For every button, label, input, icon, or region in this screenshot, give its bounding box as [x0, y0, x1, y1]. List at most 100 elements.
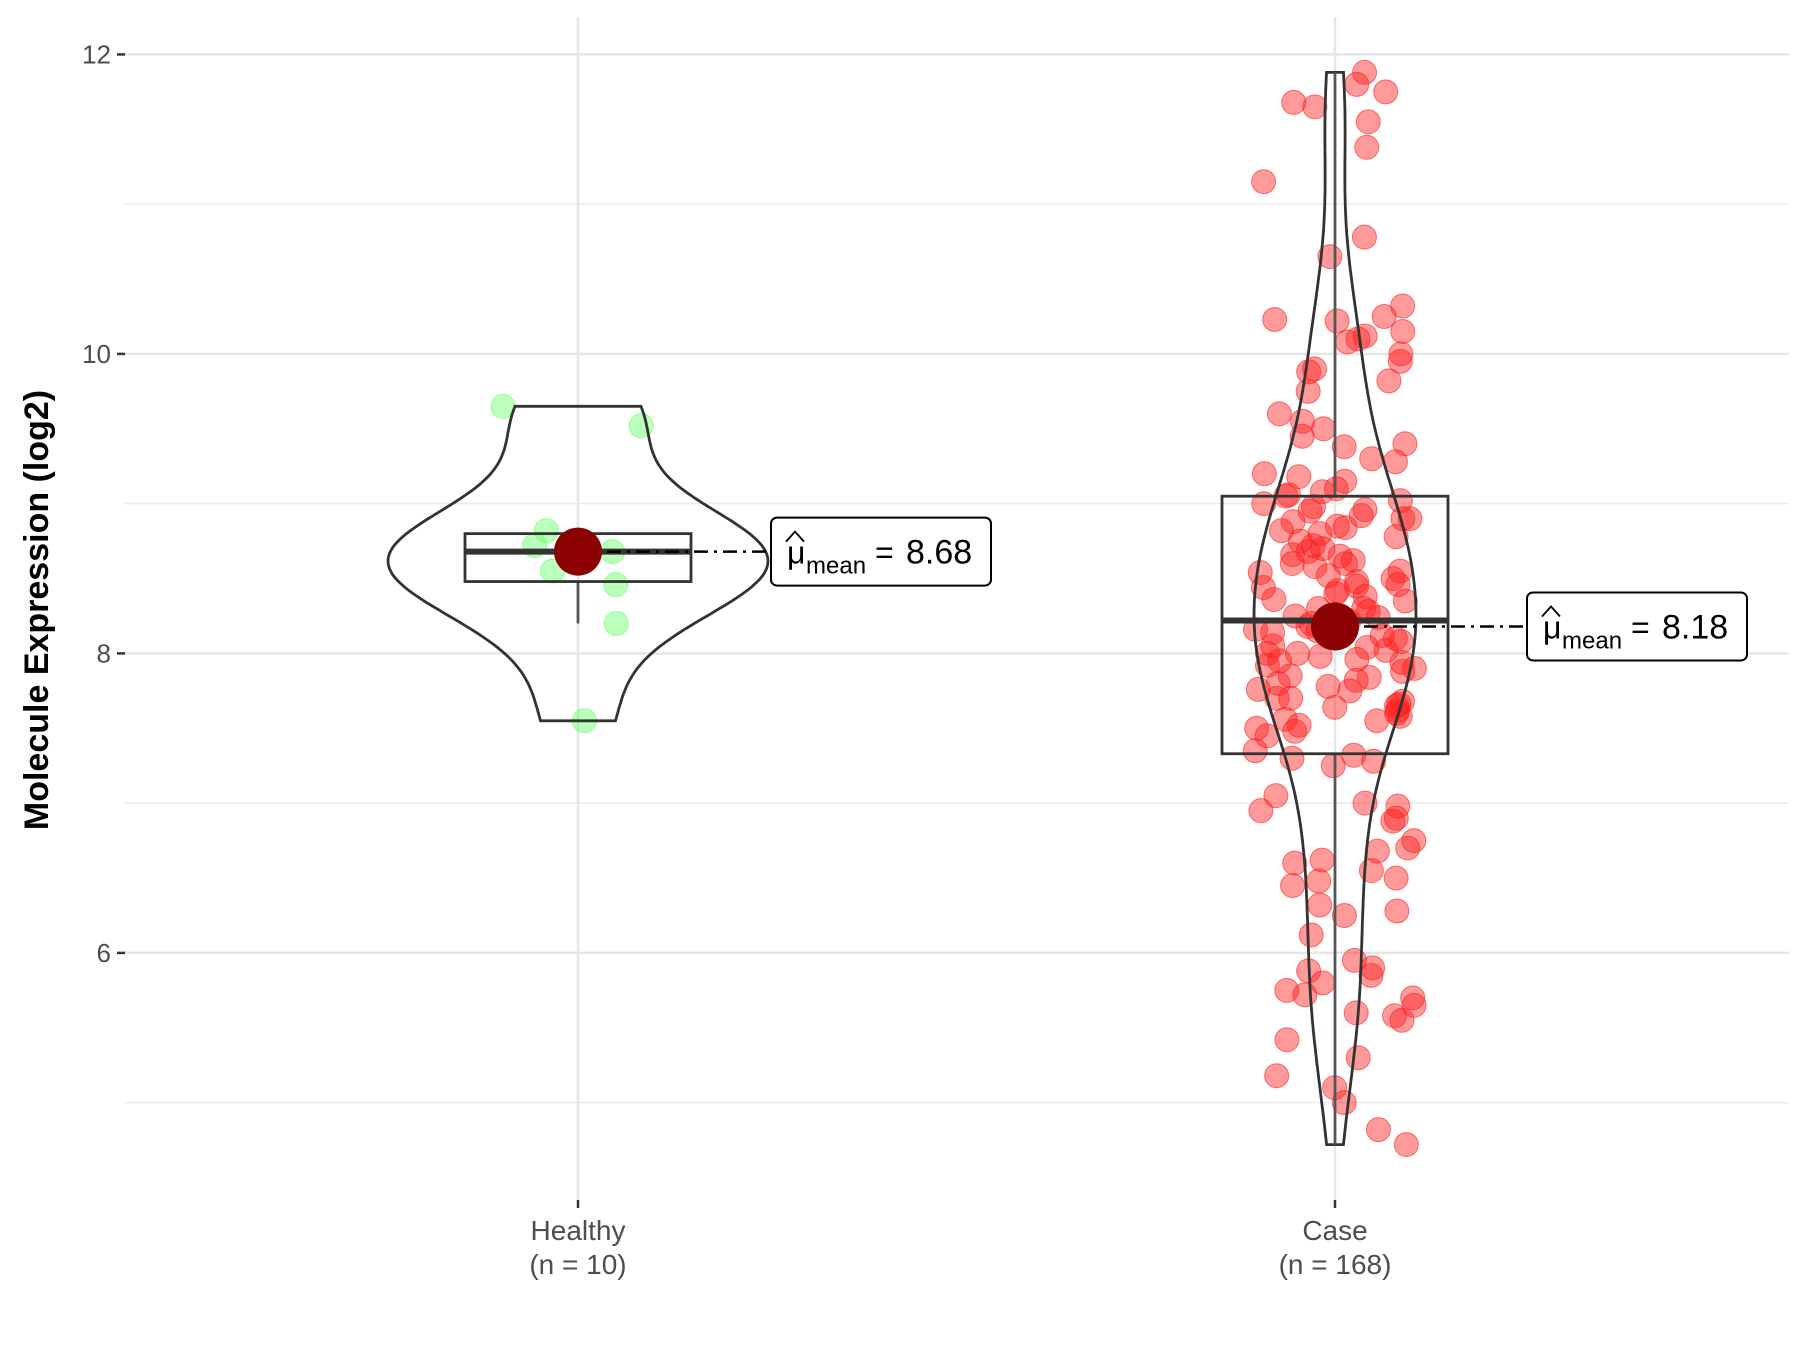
data-point	[1397, 506, 1423, 532]
data-point	[1364, 708, 1390, 734]
data-point	[1289, 423, 1315, 449]
data-point	[1351, 224, 1377, 250]
data-point	[1389, 649, 1415, 675]
mean-point	[554, 527, 602, 576]
y-axis-title: Molecule Expression (log2)	[18, 390, 56, 830]
mean-hat	[785, 530, 805, 543]
data-point	[1278, 685, 1304, 711]
data-point	[1389, 1007, 1415, 1033]
data-point	[1244, 715, 1270, 741]
data-point	[1388, 628, 1414, 654]
data-point	[1385, 572, 1411, 598]
data-point	[1380, 808, 1406, 834]
data-point	[1337, 678, 1363, 704]
data-point	[1300, 494, 1326, 520]
mean-hat	[1541, 605, 1561, 618]
data-point	[1260, 619, 1286, 645]
data-point	[1355, 109, 1381, 135]
x-tick-sublabel: (n = 10)	[529, 1249, 626, 1280]
data-point	[1327, 543, 1353, 569]
data-point	[1307, 892, 1333, 918]
data-point	[1334, 329, 1360, 355]
data-point	[1279, 551, 1305, 577]
x-tick-label: Healthy	[531, 1215, 626, 1246]
data-point	[1393, 1132, 1419, 1158]
data-point	[1395, 835, 1421, 861]
data-point	[1352, 497, 1378, 523]
mean-equals: =	[875, 535, 894, 571]
data-point	[1388, 341, 1414, 367]
data-point	[1309, 847, 1335, 873]
mean-symbol: μ	[787, 535, 805, 571]
data-point	[1354, 634, 1380, 660]
data-point	[1307, 521, 1333, 547]
data-point	[1352, 59, 1378, 85]
mean-equals: =	[1631, 609, 1650, 645]
data-point	[1251, 491, 1277, 517]
data-point	[1332, 551, 1358, 577]
y-tick-label: 10	[82, 339, 111, 369]
data-point	[1356, 664, 1382, 690]
data-point	[1324, 308, 1350, 334]
data-point	[1365, 1117, 1391, 1143]
data-point	[1248, 798, 1274, 824]
mean-label-box	[1526, 591, 1748, 662]
data-point	[1371, 303, 1397, 329]
data-point	[1287, 528, 1313, 554]
data-point	[1292, 982, 1318, 1008]
data-point	[1331, 902, 1357, 928]
data-point	[1315, 673, 1341, 699]
data-point	[1280, 873, 1306, 899]
data-point	[603, 572, 629, 598]
mean-symbol: μ	[1543, 609, 1561, 645]
data-point	[1373, 79, 1399, 105]
data-point	[1242, 738, 1268, 764]
data-point	[1311, 416, 1337, 442]
data-point	[1264, 1063, 1290, 1089]
box	[1220, 494, 1450, 756]
data-point	[1251, 169, 1277, 195]
data-point	[1302, 94, 1328, 120]
data-point	[1285, 640, 1311, 666]
data-point	[1322, 694, 1348, 720]
mean-value-label: 8.68	[906, 534, 972, 572]
data-point	[1260, 633, 1286, 659]
data-point	[1354, 134, 1380, 160]
data-point	[1274, 1027, 1300, 1053]
x-tick-sublabel: (n = 168)	[1279, 1249, 1392, 1280]
data-point	[1332, 515, 1358, 541]
mean-label-box	[770, 516, 992, 587]
data-point	[1282, 850, 1308, 876]
data-point	[1400, 985, 1426, 1011]
mean-subscript: mean	[806, 553, 866, 580]
data-point	[1298, 922, 1324, 948]
data-point	[1331, 434, 1357, 460]
data-point	[1384, 700, 1410, 726]
data-point	[1280, 542, 1306, 568]
violin	[1252, 71, 1418, 1146]
data-point	[1341, 742, 1367, 768]
data-point	[1387, 348, 1413, 374]
data-point	[1392, 588, 1418, 614]
y-tick-label: 6	[97, 938, 111, 968]
data-point	[1262, 306, 1288, 332]
data-point	[1266, 401, 1292, 427]
y-tick-label: 8	[97, 638, 111, 668]
data-point	[1376, 368, 1402, 394]
data-point	[1390, 318, 1416, 344]
data-point	[1384, 898, 1410, 924]
y-tick-label: 12	[82, 39, 111, 69]
mean-point	[1311, 602, 1359, 651]
data-point	[1265, 670, 1291, 696]
data-point	[1343, 573, 1369, 599]
data-point	[1277, 663, 1303, 689]
x-tick-label: Case	[1302, 1215, 1367, 1246]
data-point	[1281, 89, 1307, 115]
data-point	[1251, 461, 1277, 487]
mean-value-label: 8.18	[1662, 608, 1728, 646]
data-point	[1383, 805, 1409, 831]
data-point	[1344, 71, 1370, 97]
data-point	[1263, 783, 1289, 809]
data-point	[1247, 560, 1273, 586]
